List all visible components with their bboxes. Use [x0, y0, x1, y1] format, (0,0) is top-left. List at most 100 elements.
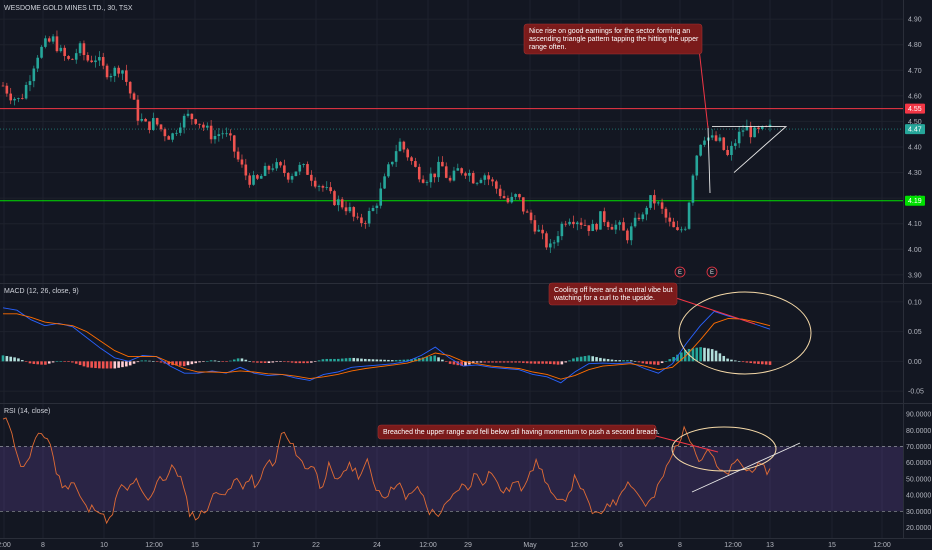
candle-body [194, 119, 198, 124]
triangle-pattern [707, 126, 788, 194]
candle-body [545, 233, 548, 248]
macd-histogram-bar [410, 359, 413, 362]
candle-body [78, 43, 82, 54]
price-tick-label: 4.90 [908, 17, 922, 24]
candle-body [321, 186, 325, 188]
macd-histogram-bar [375, 359, 379, 362]
candle-body [17, 98, 20, 99]
candle-body [356, 216, 359, 218]
candle-body [63, 47, 66, 57]
macd-histogram-bar [414, 358, 417, 362]
macd-histogram-bar [460, 361, 463, 366]
candle-body [618, 222, 621, 225]
candle-body [136, 99, 140, 121]
macd-histogram-bar [468, 361, 471, 365]
macd-histogram-bar [718, 353, 722, 362]
candle-body [487, 175, 490, 180]
macd-histogram-bar [730, 359, 733, 362]
candle-body [595, 223, 598, 230]
macd-histogram-bar [159, 361, 163, 363]
candle-body [668, 217, 672, 222]
candle-body [163, 129, 167, 137]
macd-histogram-bar [352, 357, 356, 362]
macd-histogram-bar [313, 361, 317, 362]
time-tick-label: 22 [312, 542, 320, 549]
macd-histogram-bar [683, 350, 687, 362]
candle-body [40, 46, 43, 58]
candle-body [637, 217, 641, 220]
macd-histogram-bar [633, 361, 637, 362]
macd-histogram-bar [294, 361, 298, 364]
macd-histogram-bar [514, 361, 517, 363]
candle-body [699, 144, 702, 156]
candle-body [583, 224, 587, 226]
macd-histogram-bar [529, 361, 533, 364]
macd-histogram-bar [248, 361, 251, 362]
candle-body [560, 223, 564, 237]
rsi-pane[interactable]: RSI (14, close) [0, 408, 903, 525]
candle-body [691, 175, 695, 203]
rsi-band [0, 446, 903, 512]
rsi-tick-label: 60.0000 [906, 460, 931, 467]
macd-histogram-bar [63, 361, 66, 362]
macd-histogram-bar [498, 361, 502, 363]
candle-body [456, 168, 460, 171]
macd-pane[interactable]: MACD (12, 26, close, 9) [1, 288, 772, 384]
macd-histogram-bar [383, 359, 386, 362]
macd-histogram-bar [680, 352, 683, 362]
rsi-annotation[interactable]: Breached the upper range and fell below … [377, 424, 719, 453]
macd-histogram-bar [703, 347, 706, 362]
rsi-axis[interactable]: 90.0000 80.0000 70.0000 60.0000 50.0000 40.00… [906, 412, 931, 532]
candle-body [186, 113, 190, 116]
macd-histogram-bar [252, 361, 255, 363]
time-tick-label: 12:00 [419, 542, 437, 549]
macd-histogram-bar [452, 361, 456, 365]
macd-histogram-bar [602, 358, 606, 362]
rsi-tick-label: 40.0000 [906, 493, 931, 500]
macd-histogram-bar [734, 360, 737, 362]
macd-histogram-bar [167, 361, 171, 365]
macd-axis[interactable]: 0.10 0.05 0.00 -0.05 [908, 299, 924, 395]
macd-histogram-bar [595, 357, 598, 362]
macd-histogram-bar [622, 360, 625, 362]
macd-histogram-bar [78, 361, 82, 366]
macd-histogram-bar [629, 360, 633, 362]
macd-histogram-bar [194, 361, 198, 364]
candle-body [24, 84, 28, 99]
price-annotation[interactable]: Nice rise on good earnings for the secto… [523, 23, 709, 129]
candle-body [213, 136, 217, 140]
candle-body [279, 162, 282, 166]
candle-body [479, 179, 483, 183]
candle-body [425, 182, 429, 183]
candle-body [290, 176, 294, 180]
macd-histogram-bar [653, 361, 656, 365]
time-axis[interactable]: 2:00 8 10 12:00 15 17 22 24 12:00 29 May 12:00 6 8 12:… [0, 542, 891, 549]
macd-histogram-bar [44, 361, 47, 365]
candle-body [768, 124, 772, 127]
macd-histogram-bar [9, 356, 13, 362]
candle-body [178, 127, 182, 133]
candle-body [159, 124, 163, 130]
candle-body [59, 47, 63, 52]
candle-body [510, 196, 514, 203]
annotation-text: watching for a curl to the upside. [553, 295, 655, 302]
annotation-text: range often. [529, 44, 566, 51]
macd-histogram-bar [148, 360, 151, 362]
macd-histogram-bar [182, 361, 186, 367]
candle-body [660, 202, 664, 209]
macd-histogram-bar [117, 361, 120, 368]
candle-body [394, 151, 398, 162]
candle-body [348, 207, 352, 212]
macd-tick-label: 0.05 [908, 329, 922, 336]
candle-body [718, 137, 722, 141]
time-tick-label: 12:00 [570, 542, 588, 549]
price-tick-label: 3.90 [908, 272, 922, 279]
time-tick-label: 13 [766, 542, 774, 549]
candle-body [444, 166, 448, 178]
macd-annotation[interactable]: Cooling off here and a neutral vibe butw… [548, 282, 756, 325]
time-tick-label: 2:00 [0, 542, 11, 549]
macd-histogram-bar [371, 359, 375, 362]
macd-histogram-bar [572, 358, 575, 362]
